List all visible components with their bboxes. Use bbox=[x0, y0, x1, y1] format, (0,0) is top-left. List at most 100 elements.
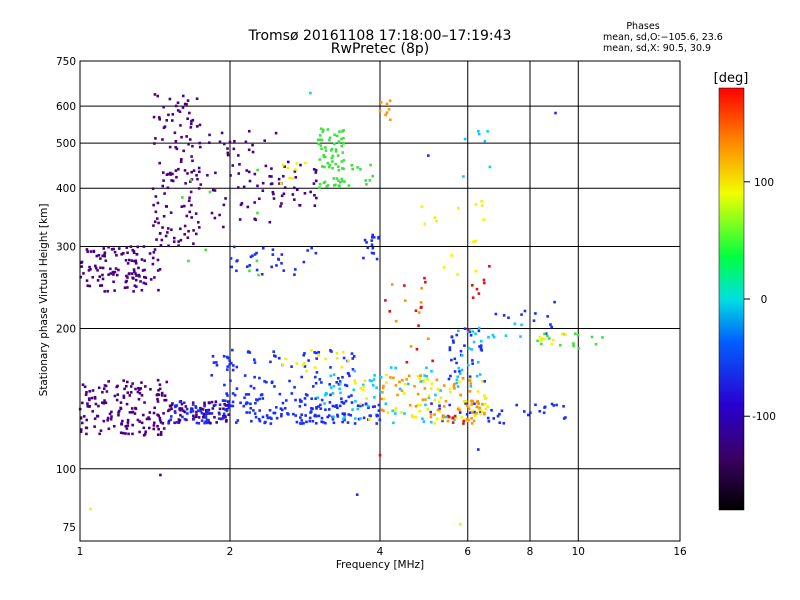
data-point bbox=[103, 253, 106, 256]
data-point bbox=[112, 424, 116, 428]
data-point bbox=[340, 144, 344, 148]
data-point bbox=[86, 250, 89, 253]
data-point bbox=[283, 407, 287, 410]
data-point bbox=[324, 357, 327, 361]
data-point bbox=[194, 406, 198, 409]
data-point bbox=[316, 138, 320, 142]
data-point bbox=[210, 400, 214, 404]
data-point bbox=[372, 252, 376, 255]
data-point bbox=[363, 379, 367, 383]
data-points bbox=[78, 91, 604, 526]
data-point bbox=[126, 424, 130, 427]
data-point bbox=[218, 412, 221, 416]
data-point bbox=[231, 164, 235, 167]
data-point bbox=[590, 335, 594, 339]
data-point bbox=[303, 403, 307, 407]
data-point bbox=[158, 161, 162, 165]
data-point bbox=[546, 334, 549, 338]
data-point bbox=[458, 370, 461, 373]
data-point bbox=[468, 330, 471, 334]
data-point bbox=[312, 168, 316, 171]
data-point bbox=[309, 190, 312, 194]
data-point bbox=[126, 286, 129, 289]
data-point bbox=[462, 175, 465, 178]
data-point bbox=[159, 473, 162, 477]
data-point bbox=[471, 284, 474, 287]
data-point bbox=[173, 131, 177, 135]
data-point bbox=[291, 193, 295, 196]
data-point bbox=[156, 258, 160, 262]
data-point bbox=[238, 163, 241, 166]
data-point bbox=[159, 421, 163, 424]
data-point bbox=[107, 245, 110, 249]
data-point bbox=[122, 379, 125, 382]
data-point bbox=[93, 395, 97, 399]
data-point bbox=[447, 377, 451, 381]
data-point bbox=[381, 390, 384, 394]
data-point bbox=[332, 384, 336, 388]
data-point bbox=[469, 333, 473, 337]
data-point bbox=[283, 186, 287, 189]
data-point bbox=[177, 420, 181, 424]
data-point bbox=[313, 193, 316, 197]
data-point bbox=[248, 351, 252, 354]
data-point bbox=[109, 267, 112, 271]
data-point bbox=[362, 385, 365, 388]
data-point bbox=[366, 404, 370, 408]
data-point bbox=[123, 286, 127, 290]
data-point bbox=[153, 93, 157, 96]
data-point bbox=[477, 129, 480, 133]
data-point bbox=[321, 128, 325, 132]
data-point bbox=[426, 154, 430, 157]
data-point bbox=[188, 196, 191, 200]
data-point bbox=[187, 199, 191, 202]
data-point bbox=[357, 417, 361, 421]
data-point bbox=[143, 275, 146, 279]
data-point bbox=[191, 159, 194, 163]
data-point bbox=[478, 406, 481, 410]
data-point bbox=[278, 182, 281, 185]
data-point bbox=[89, 268, 92, 271]
data-point bbox=[207, 421, 211, 424]
data-point bbox=[231, 348, 234, 352]
data-point bbox=[119, 431, 123, 435]
data-point bbox=[279, 182, 283, 185]
data-point bbox=[245, 411, 249, 414]
data-point bbox=[119, 401, 123, 404]
data-point bbox=[222, 407, 225, 411]
data-point bbox=[329, 393, 332, 397]
data-point bbox=[159, 244, 163, 247]
data-point bbox=[280, 262, 283, 265]
data-point bbox=[131, 410, 135, 414]
data-point bbox=[139, 387, 143, 390]
data-point bbox=[394, 366, 397, 370]
data-point bbox=[468, 390, 472, 393]
data-point bbox=[91, 389, 95, 392]
plot-frame bbox=[79, 60, 681, 542]
data-point bbox=[340, 397, 343, 400]
data-point bbox=[502, 421, 506, 425]
data-point bbox=[88, 389, 92, 393]
data-point bbox=[477, 448, 480, 451]
data-point bbox=[245, 265, 249, 268]
data-point bbox=[160, 391, 164, 395]
data-point bbox=[124, 432, 127, 435]
data-point bbox=[352, 388, 356, 392]
data-point bbox=[286, 166, 290, 170]
data-point bbox=[97, 253, 101, 257]
data-point bbox=[125, 246, 129, 249]
data-point bbox=[414, 415, 417, 419]
x-tick-label: 10 bbox=[572, 546, 585, 558]
data-point bbox=[484, 396, 488, 400]
data-point bbox=[226, 151, 230, 155]
data-point bbox=[130, 407, 134, 410]
data-point bbox=[197, 421, 201, 425]
data-point bbox=[343, 180, 346, 183]
data-point bbox=[513, 322, 517, 326]
data-point bbox=[487, 335, 490, 339]
data-point bbox=[101, 273, 104, 277]
data-point bbox=[319, 144, 323, 147]
data-point bbox=[455, 361, 458, 365]
data-point bbox=[85, 279, 89, 282]
data-point bbox=[328, 163, 332, 167]
